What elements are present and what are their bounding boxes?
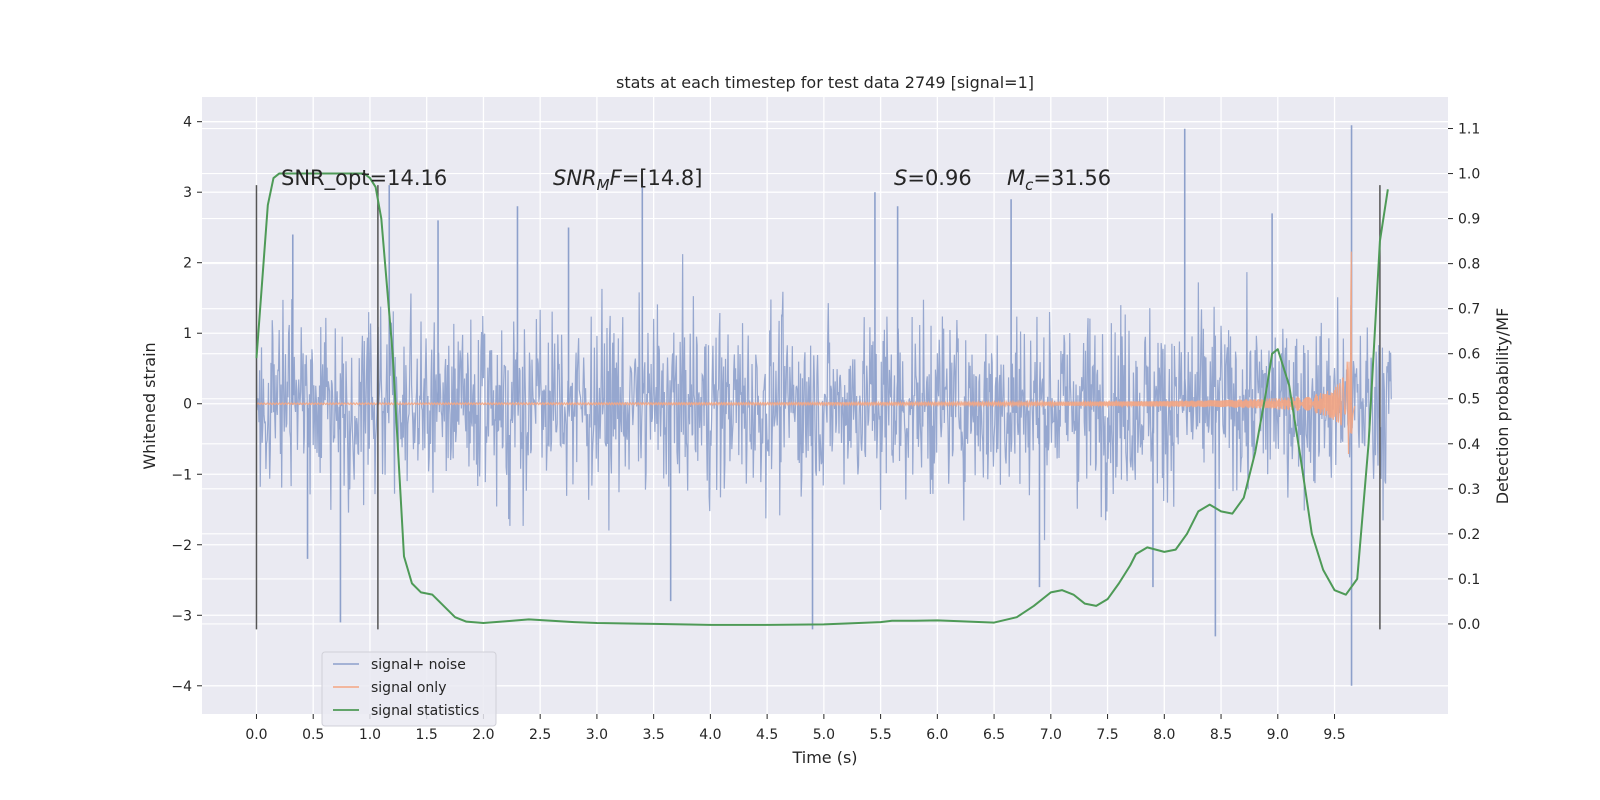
x-tick-label: 1.0 — [359, 727, 381, 743]
right-y-axis-label: Detection probability/MF — [1493, 308, 1512, 505]
right-y-tick-label: 0.5 — [1458, 392, 1480, 408]
x-tick-label: 9.5 — [1323, 727, 1345, 743]
snr-mf-symbol: SNR — [553, 166, 597, 190]
legend-entry-signal-plus-noise: signal+ noise — [371, 657, 466, 673]
x-tick-label: 4.0 — [699, 727, 721, 743]
right-y-tick-label: 0.9 — [1458, 212, 1480, 228]
snr-mf-f: F — [610, 166, 623, 190]
y-tick-label: −1 — [171, 467, 192, 483]
chart-title: stats at each timestep for test data 274… — [616, 73, 1034, 92]
y-tick-label: 2 — [183, 256, 192, 272]
annotation-snr-mf: SNRMF=[14.8] — [553, 166, 702, 194]
x-tick-label: 6.0 — [926, 727, 948, 743]
x-tick-label: 8.0 — [1153, 727, 1175, 743]
x-tick-label: 0.0 — [245, 727, 267, 743]
x-tick-label: 4.5 — [756, 727, 778, 743]
right-y-tick-label: 0.3 — [1458, 482, 1480, 498]
mc-symbol: M — [1007, 166, 1025, 190]
annotation-mc: Mc=31.56 — [1007, 166, 1111, 194]
x-axis-label: Time (s) — [791, 748, 857, 767]
right-y-tick-label: 0.8 — [1458, 257, 1480, 273]
x-tick-label: 0.5 — [302, 727, 324, 743]
snr-mf-subscript: M — [597, 176, 610, 194]
legend: signal+ noise signal only signal statist… — [321, 651, 497, 727]
s-value: =0.96 — [907, 166, 971, 190]
signal-only-line — [256, 251, 1356, 454]
y-tick-label: 0 — [183, 397, 192, 413]
series-signal-statistics — [255, 172, 1389, 626]
x-tick-label: 2.0 — [472, 727, 494, 743]
x-tick-label: 2.5 — [529, 727, 551, 743]
y-tick-label: 4 — [183, 115, 192, 131]
y-tick-label: −2 — [171, 538, 192, 554]
y-axis-label: Whitened strain — [140, 342, 159, 469]
x-tick-label: 7.0 — [1040, 727, 1062, 743]
right-y-tick-label: 0.1 — [1458, 572, 1480, 588]
mc-subscript: c — [1025, 176, 1034, 194]
x-tick-label: 3.5 — [643, 727, 665, 743]
x-tick-label: 5.5 — [869, 727, 891, 743]
right-y-tick-label: 0.6 — [1458, 347, 1480, 363]
x-tick-label: 8.5 — [1210, 727, 1232, 743]
signal-statistics-line — [255, 172, 1389, 626]
right-y-tick-label: 0.2 — [1458, 527, 1480, 543]
x-tick-label: 9.0 — [1267, 727, 1289, 743]
right-y-tick-label: 1.1 — [1458, 122, 1480, 138]
s-symbol: S — [894, 166, 907, 190]
x-tick-label: 3.0 — [586, 727, 608, 743]
right-y-axis-ticks: 1.1 1.0 0.9 0.8 0.7 0.6 0.5 0.4 0.3 0.2 0.1 0.0 — [1448, 122, 1480, 633]
signal-plus-noise-line — [255, 254, 1392, 541]
y-tick-label: −3 — [171, 608, 192, 624]
right-y-tick-label: 0.4 — [1458, 437, 1480, 453]
series-signal-only — [256, 251, 1356, 454]
y-axis-ticks: 4 3 2 1 0 −1 −2 −3 −4 — [171, 115, 202, 695]
x-tick-label: 7.5 — [1096, 727, 1118, 743]
right-y-tick-label: 0.0 — [1458, 617, 1480, 633]
annotation-s: S=0.96 — [894, 166, 972, 190]
vertical-markers — [255, 185, 1381, 630]
right-y-tick-label: 1.0 — [1458, 167, 1480, 183]
x-tick-label: 6.5 — [983, 727, 1005, 743]
x-tick-label: 5.0 — [813, 727, 835, 743]
snr-mf-value: =[14.8] — [622, 166, 703, 190]
legend-entry-signal-only: signal only — [371, 680, 446, 696]
annotation-snr-opt: SNR_opt=14.16 — [281, 166, 447, 191]
legend-box — [321, 651, 497, 727]
y-tick-label: 1 — [183, 326, 192, 342]
legend-entry-signal-statistics: signal statistics — [371, 703, 479, 719]
y-tick-label: −4 — [171, 679, 192, 695]
x-tick-label: 1.5 — [416, 727, 438, 743]
mc-value: =31.56 — [1033, 166, 1111, 190]
x-axis-ticks: 0.0 0.5 1.0 1.5 2.0 2.5 3.0 3.5 4.0 4.5 5.0 5.5 6.0 6… — [245, 714, 1346, 743]
right-y-tick-label: 0.7 — [1458, 302, 1480, 318]
series-signal-plus-noise — [255, 125, 1392, 686]
y-tick-label: 3 — [183, 185, 192, 201]
